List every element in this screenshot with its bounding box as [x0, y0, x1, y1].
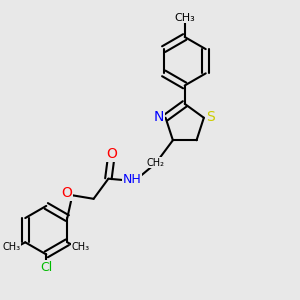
Text: NH: NH — [123, 173, 141, 186]
Text: O: O — [106, 147, 117, 161]
Text: O: O — [61, 187, 72, 200]
Text: Cl: Cl — [40, 261, 52, 274]
Text: N: N — [154, 110, 164, 124]
Text: CH₃: CH₃ — [72, 242, 90, 252]
Text: CH₂: CH₂ — [146, 158, 164, 168]
Text: CH₃: CH₃ — [174, 13, 195, 23]
Text: CH₃: CH₃ — [3, 242, 21, 252]
Text: S: S — [206, 110, 215, 124]
